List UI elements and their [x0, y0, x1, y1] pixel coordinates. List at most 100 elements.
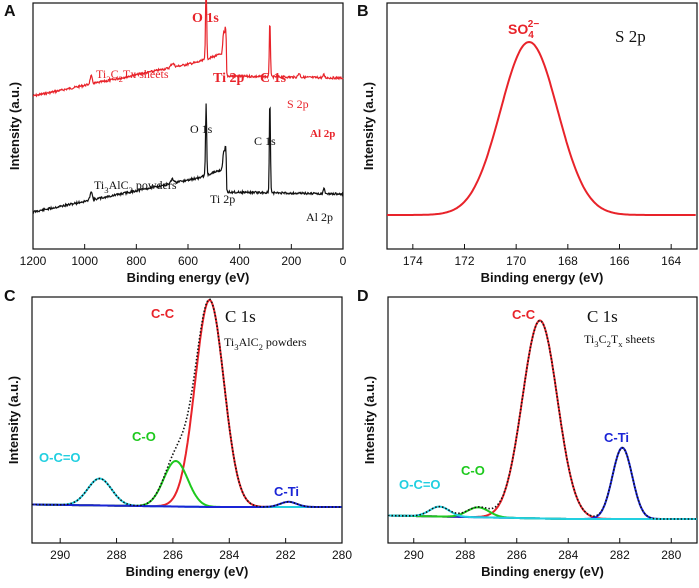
- component-label-cc: C-C: [512, 307, 536, 322]
- label-text: Ti: [584, 332, 595, 346]
- label-text: AlC: [109, 178, 129, 192]
- panel-d-title: C 1s: [587, 307, 618, 326]
- peak-label-s2p: S 2p: [287, 97, 309, 111]
- component-label-co: C-O: [461, 463, 485, 478]
- panel-a-frame: [32, 2, 344, 250]
- peak-label-ti2p-black: Ti 2p: [210, 192, 235, 206]
- panel-b-frame: [386, 2, 698, 250]
- panel-b-tick-label: 164: [661, 254, 681, 268]
- panel-c-subtitle: Ti3AlC2 powders: [224, 335, 307, 352]
- panel-b-xlabel: Binding energy (eV): [481, 270, 604, 285]
- panel-c-tick-label: 290: [50, 548, 70, 562]
- panel-d-tick-label: 280: [661, 548, 681, 562]
- label-subscript: 2: [119, 74, 123, 84]
- panel-d-subtitle: Ti3C2Tx sheets: [584, 332, 655, 349]
- component-label-oco: O-C=O: [399, 477, 441, 492]
- panel-d-letter: D: [357, 288, 369, 305]
- label-text: powders: [263, 335, 307, 349]
- panel-b-tick-label: 174: [403, 254, 423, 268]
- panel-d-ylabel: Intensity (a.u.): [362, 376, 377, 464]
- label-ti3c2tx: Ti3C2Tx sheets: [96, 67, 169, 84]
- panel-a-tick-label: 1200: [20, 254, 47, 268]
- peak-label-al2p: Al 2p: [310, 128, 335, 140]
- label-subscript: 2: [607, 339, 611, 349]
- panel-a-tick-label: 0: [340, 254, 347, 268]
- panel-a-tick-label: 1000: [71, 254, 98, 268]
- panel-a-tick-label: 200: [281, 254, 301, 268]
- so4-annotation: SO42−: [508, 19, 539, 41]
- panel-a-tick-label: 400: [230, 254, 250, 268]
- panel-a: A 1200 1000 800 600 400 200 0 Binding energy (eV…: [4, 0, 347, 285]
- panel-b-letter: B: [357, 3, 369, 20]
- so4-sub: 4: [528, 30, 534, 41]
- panel-b: B 174 172 170 168 166 164 Binding energy (eV) In…: [357, 2, 698, 285]
- label-text: AlC: [239, 335, 259, 349]
- label-subscript: 3: [594, 339, 598, 349]
- panel-a-ylabel: Intensity (a.u.): [7, 82, 22, 170]
- survey-ti3alc2: [32, 103, 344, 214]
- panel-d-tick-label: 282: [610, 548, 630, 562]
- panel-b-ylabel: Intensity (a.u.): [361, 82, 376, 170]
- label-subscript: x: [618, 339, 623, 349]
- panel-d-tick-label: 286: [507, 548, 527, 562]
- panel-c: C 290 288 286 284 282 280 Binding energy (eV) In…: [4, 288, 352, 579]
- panel-c-ylabel: Intensity (a.u.): [6, 376, 21, 464]
- label-subscript: 3: [234, 342, 238, 352]
- label-text: Ti: [96, 67, 107, 81]
- envelope-dotted: [388, 319, 697, 520]
- fit-cti: [32, 500, 342, 508]
- peak-label-ti2p: Ti 2p: [213, 71, 244, 86]
- panel-d-frame: [387, 296, 698, 544]
- panel-b-tick-label: 168: [558, 254, 578, 268]
- panel-c-xlabel: Binding energy (eV): [126, 564, 249, 579]
- survey-ti3c2tx: [32, 0, 344, 98]
- label-subscript: 3: [106, 74, 110, 84]
- peak-label-al2p-black: Al 2p: [306, 210, 333, 224]
- panel-c-letter: C: [4, 288, 16, 305]
- panel-c-tick-label: 286: [163, 548, 183, 562]
- panel-c-tick-label: 282: [276, 548, 296, 562]
- label-subscript: 3: [104, 185, 108, 195]
- component-label-cti: C-Ti: [604, 430, 629, 445]
- s2p-curve: [387, 40, 696, 216]
- peak-label-o1s: O 1s: [192, 11, 219, 26]
- panel-c-tick-label: 280: [332, 548, 352, 562]
- so4-sup: 2−: [528, 19, 540, 30]
- label-text: T: [611, 332, 619, 346]
- panel-d-tick-label: 288: [455, 548, 475, 562]
- so4-base: SO: [508, 21, 528, 37]
- component-label-co: C-O: [132, 429, 156, 444]
- panel-d-xlabel: Binding energy (eV): [481, 564, 604, 579]
- panel-b-tick-label: 170: [506, 254, 526, 268]
- label-text: sheets: [623, 332, 656, 346]
- component-label-cc: C-C: [151, 306, 175, 321]
- panel-b-tick-label: 166: [609, 254, 629, 268]
- panel-c-tick-label: 284: [219, 548, 239, 562]
- label-text: C: [111, 67, 119, 81]
- panel-a-tick-label: 800: [126, 254, 146, 268]
- component-label-cti: C-Ti: [274, 484, 299, 499]
- label-ti3alc2: Ti3AlC2 powders: [94, 178, 177, 195]
- label-text: Tx sheets: [123, 67, 169, 81]
- panel-c-title: C 1s: [225, 307, 256, 326]
- panel-c-tick-label: 288: [107, 548, 127, 562]
- peak-label-c1s-black: C 1s: [254, 134, 276, 148]
- label-text: Ti: [94, 178, 105, 192]
- panel-a-tick-label: 600: [178, 254, 198, 268]
- label-text: C: [599, 332, 607, 346]
- peak-label-o1s-black: O 1s: [190, 122, 213, 136]
- panel-a-xlabel: Binding energy (eV): [127, 270, 250, 285]
- panel-d-tick-label: 284: [558, 548, 578, 562]
- panel-d-tick-label: 290: [404, 548, 424, 562]
- panel-a-letter: A: [4, 3, 16, 20]
- panel-b-tick-label: 172: [454, 254, 474, 268]
- panel-d: D 290 288 286 284 282 280 Binding energy (eV) In…: [357, 288, 698, 579]
- component-label-oco: O-C=O: [39, 450, 81, 465]
- label-subscript: 2: [129, 185, 133, 195]
- label-text: Ti: [224, 335, 235, 349]
- panel-b-title: S 2p: [615, 27, 646, 46]
- peak-label-c1s: C 1s: [260, 71, 287, 86]
- panel-c-frame: [31, 296, 343, 544]
- label-subscript: 2: [259, 342, 263, 352]
